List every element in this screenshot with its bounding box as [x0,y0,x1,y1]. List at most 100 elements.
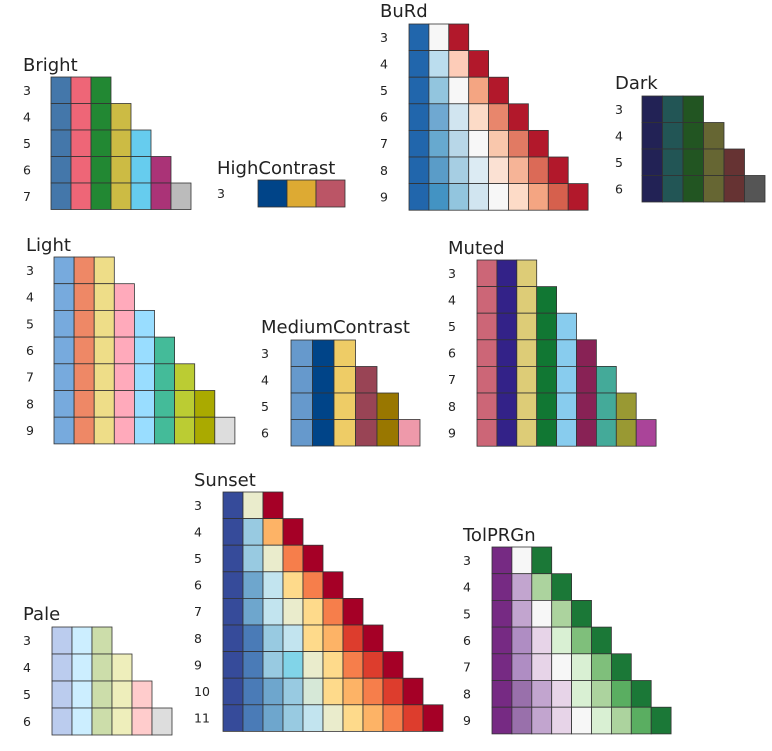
color-swatch [362,651,384,679]
color-swatch [282,598,304,626]
color-swatch [315,179,346,208]
color-swatch [567,183,589,211]
row-label: 4 [261,372,269,387]
color-swatch [448,183,470,211]
row-label: 5 [26,316,34,331]
color-swatch [90,103,112,131]
color-swatch [154,336,176,365]
row-label: 3 [194,498,202,513]
row-label: 4 [23,660,31,675]
row-label: 6 [380,110,388,125]
color-swatch [536,286,558,314]
color-swatch [531,653,553,681]
color-swatch [130,129,152,157]
color-swatch [516,312,538,341]
color-swatch [556,365,577,394]
row-label: 4 [615,128,623,143]
color-swatch [547,183,569,211]
color-swatch [133,336,155,365]
color-swatch [682,148,704,176]
color-swatch [611,653,632,681]
color-swatch [91,707,113,736]
color-swatch [408,103,430,131]
palette-title: Bright [23,55,78,76]
color-swatch [362,677,384,706]
color-swatch [262,491,284,520]
color-swatch [511,626,533,655]
color-swatch [531,706,553,735]
row-label: 6 [26,343,34,358]
color-swatch [376,419,399,447]
color-swatch [496,339,518,367]
color-swatch [376,392,399,420]
color-swatch [744,175,766,203]
color-swatch [531,680,553,708]
palette-tolprgn: TolPRGn 3 4 5 6 7 8 9 [462,525,672,735]
color-swatch [428,156,450,185]
row-label: 3 [615,102,623,117]
color-swatch [110,129,132,157]
color-swatch [496,312,518,341]
color-swatch [222,598,244,626]
color-swatch [222,544,244,573]
color-swatch [282,571,304,599]
color-swatch [476,365,498,394]
row-label: 3 [23,633,31,648]
color-swatch [362,624,384,653]
row-label: 9 [26,423,34,438]
color-swatch [133,309,155,338]
color-swatch [576,339,597,367]
color-swatch [556,312,577,341]
color-swatch [91,626,113,655]
color-swatch [536,419,558,447]
color-swatch [113,336,135,365]
palette-title: Muted [448,238,505,259]
color-swatch [591,653,612,681]
color-swatch [448,129,470,158]
palette-light: Light 3 4 5 6 7 8 9 [26,235,236,445]
color-swatch [635,419,657,447]
row-label: 7 [463,660,471,675]
color-swatch [150,182,172,210]
color-swatch [262,704,284,732]
color-swatch [110,103,132,131]
color-swatch [50,182,72,210]
color-swatch [531,600,553,628]
color-swatch [576,365,597,394]
color-swatch [703,122,725,150]
color-swatch [476,312,498,341]
row-label: 6 [463,633,471,648]
color-swatch [662,175,684,203]
color-swatch [262,624,284,653]
row-label: 6 [194,578,202,593]
color-swatch [448,76,470,105]
color-swatch [511,680,533,708]
color-swatch [90,129,112,157]
color-swatch [547,156,569,185]
color-swatch [408,129,430,158]
color-swatch [110,182,132,210]
color-swatch [408,76,430,105]
color-swatch [133,390,155,418]
color-swatch [551,706,573,735]
color-swatch [53,390,75,418]
color-swatch [723,175,745,203]
color-swatch [262,651,284,679]
color-swatch [50,156,72,184]
color-swatch [113,416,135,445]
color-swatch [408,23,430,52]
color-swatch [408,50,430,78]
color-swatch [111,707,133,736]
color-swatch [528,156,549,185]
color-swatch [468,103,490,131]
color-swatch [382,651,404,679]
color-swatch [150,156,172,184]
color-swatch [53,363,75,391]
row-label: 9 [194,657,202,672]
color-swatch [154,363,176,391]
color-swatch [93,363,115,391]
color-swatch [73,336,95,365]
color-swatch [496,419,518,447]
color-swatch [91,680,113,709]
color-swatch [511,546,533,575]
